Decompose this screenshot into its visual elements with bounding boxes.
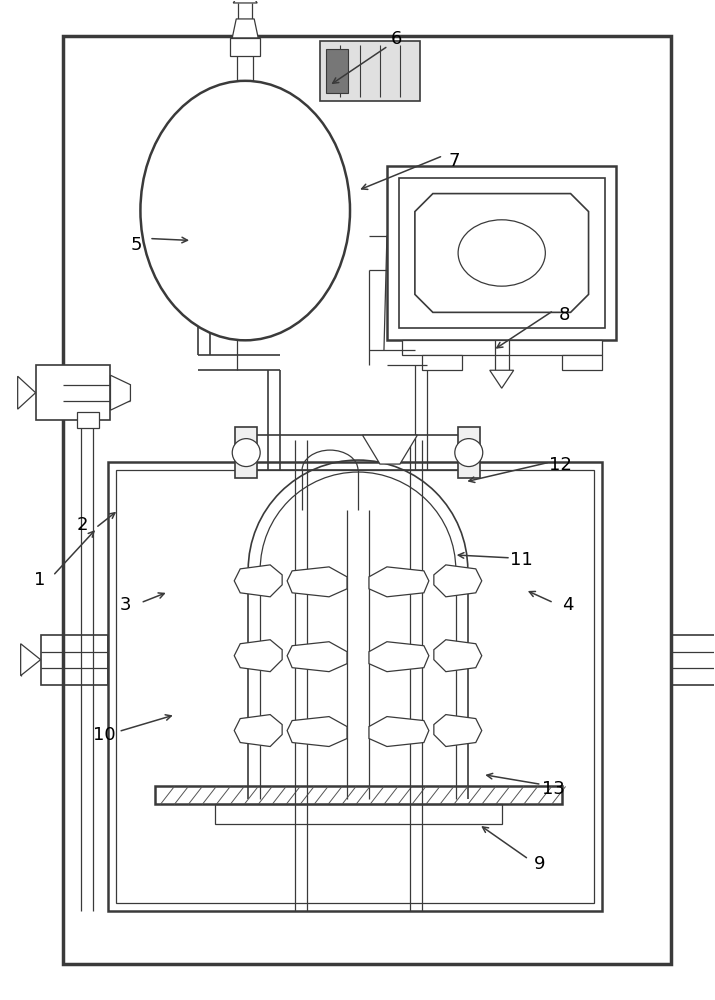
Text: 4: 4 (562, 596, 573, 614)
Text: 1: 1 (34, 571, 46, 589)
Bar (36, 365, 111, 420)
Text: 8: 8 (558, 306, 570, 324)
Bar (235, 427, 257, 478)
Polygon shape (287, 642, 347, 672)
Polygon shape (287, 717, 347, 747)
Polygon shape (363, 435, 418, 464)
Polygon shape (235, 715, 282, 747)
Polygon shape (415, 194, 588, 312)
Text: 9: 9 (533, 855, 546, 873)
Bar (671, 635, 715, 685)
Polygon shape (232, 19, 258, 38)
Bar (320, 41, 420, 101)
Bar (155, 786, 561, 804)
Ellipse shape (140, 81, 350, 340)
Circle shape (455, 439, 483, 467)
Polygon shape (21, 644, 41, 676)
Polygon shape (369, 717, 429, 747)
Bar (422, 355, 462, 370)
Polygon shape (490, 370, 513, 388)
Bar (63, 36, 671, 964)
Bar (41, 635, 109, 685)
Text: 13: 13 (542, 780, 565, 798)
Text: 3: 3 (120, 596, 132, 614)
Polygon shape (111, 375, 130, 410)
Polygon shape (434, 715, 482, 747)
Bar (387, 166, 616, 340)
Bar (117, 470, 593, 903)
Polygon shape (369, 642, 429, 672)
Bar (399, 178, 604, 328)
Text: 12: 12 (549, 456, 572, 474)
Text: 2: 2 (77, 516, 89, 534)
Polygon shape (369, 567, 429, 597)
Polygon shape (235, 565, 282, 597)
Polygon shape (235, 640, 282, 672)
Polygon shape (434, 640, 482, 672)
Bar (109, 462, 601, 911)
Bar (230, 38, 260, 56)
Bar (458, 427, 480, 478)
Polygon shape (434, 565, 482, 597)
Bar (402, 340, 601, 355)
Ellipse shape (458, 220, 546, 286)
Text: 6: 6 (391, 30, 403, 48)
Polygon shape (287, 567, 347, 597)
Polygon shape (233, 0, 257, 3)
Polygon shape (18, 376, 36, 409)
Bar (248, 435, 472, 470)
Bar (77, 412, 99, 428)
Text: 10: 10 (93, 726, 116, 744)
Text: 7: 7 (448, 152, 460, 170)
Text: 11: 11 (511, 551, 533, 569)
Bar (326, 49, 348, 93)
Bar (194, 297, 216, 315)
Bar (215, 804, 502, 824)
Bar (561, 355, 601, 370)
Circle shape (232, 439, 260, 467)
Text: 5: 5 (131, 236, 142, 254)
